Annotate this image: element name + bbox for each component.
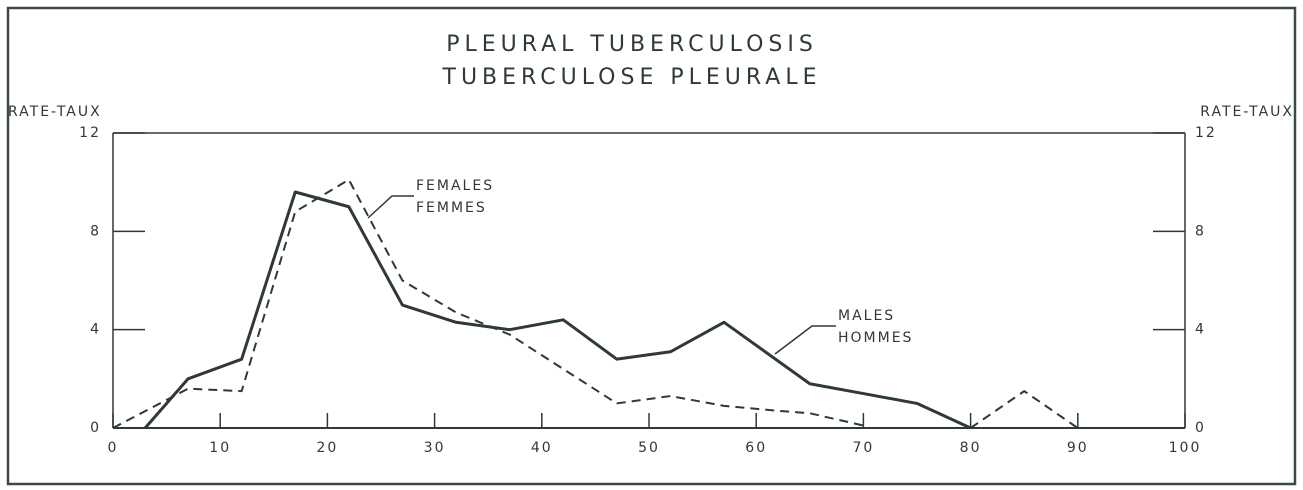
series-line [144, 190, 972, 430]
y2-tick-label: 8 [1195, 223, 1206, 239]
y2-tick-label: 4 [1195, 322, 1206, 338]
x-tick-label: 30 [424, 440, 446, 456]
x-tick-label: 20 [316, 440, 338, 456]
chart-subtitle: TUBERCULOSE PLEURALE [442, 65, 822, 90]
series-label: MALES [838, 308, 895, 324]
x-tick-label: 80 [960, 440, 982, 456]
x-tick-label: 40 [531, 440, 553, 456]
y-tick-label: 0 [90, 420, 101, 436]
leader-line [367, 195, 414, 219]
y-tick-label: 4 [90, 322, 101, 338]
x-tick-label: 70 [852, 440, 874, 456]
x-tick-label: 100 [1169, 440, 1202, 456]
series-label: HOMMES [838, 330, 913, 346]
y-tick-label: 12 [79, 125, 101, 141]
y-tick-label: 8 [90, 223, 101, 239]
y-axis-label: RATE-TAUX [8, 104, 102, 120]
x-tick-label: 10 [209, 440, 231, 456]
leader-line [774, 325, 836, 355]
x-tick-label: 60 [745, 440, 767, 456]
x-tick-label: 90 [1067, 440, 1089, 456]
series-label: FEMALES [416, 178, 494, 194]
x-tick-label: 0 [108, 440, 119, 456]
y2-tick-label: 0 [1195, 420, 1206, 436]
frame [6, 6, 1297, 486]
x-tick-label: 50 [638, 440, 660, 456]
y2-axis-label: RATE-TAUX [1200, 104, 1294, 120]
series-label: FEMMES [416, 200, 487, 216]
series-line [112, 178, 1079, 429]
chart-title: PLEURAL TUBERCULOSIS [446, 32, 818, 57]
y2-tick-label: 12 [1195, 125, 1217, 141]
